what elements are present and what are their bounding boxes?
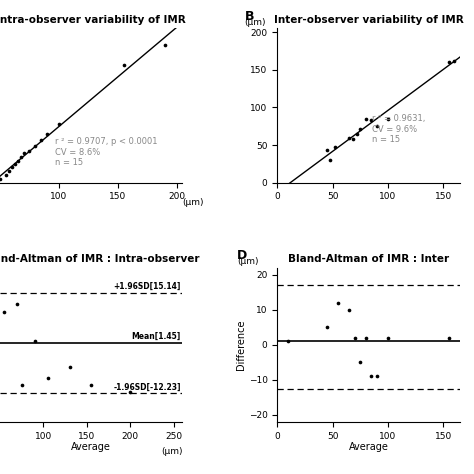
Point (323, 323, 331, 331)
Point (11, 160, 19, 168)
Title: Inter-observer variability of IMR: Inter-observer variability of IMR (273, 15, 464, 25)
Point (445, 58, 453, 66)
Point (87, 382, 95, 389)
Point (44, 374, 52, 382)
Point (351, 334, 358, 341)
Text: D: D (237, 249, 247, 262)
Point (362, 115, 370, 123)
Point (55, 120, 63, 128)
Point (14, 157, 21, 164)
Point (8, 164, 16, 171)
Point (334, 299, 342, 306)
Point (37, 136, 45, 144)
Title: Bland-Altman of IMR : Inter: Bland-Altman of IMR : Inter (288, 254, 449, 264)
Point (450, 57, 458, 64)
Point (373, 122, 381, 130)
Point (284, 337, 292, 345)
Text: r ² = 0.9631,
CV = 9.6%
n = 15: r ² = 0.9631, CV = 9.6% n = 15 (372, 114, 426, 144)
Point (32, 143, 39, 150)
Point (356, 358, 364, 366)
Text: -1.96SD[-12.23]: -1.96SD[-12.23] (113, 383, 181, 392)
X-axis label: Average: Average (348, 442, 389, 452)
Point (356, 125, 364, 132)
Point (18, 382, 26, 389)
Point (349, 135, 356, 143)
Point (362, 334, 370, 341)
Point (0, 308, 8, 316)
Point (367, 117, 375, 124)
Point (346, 306, 353, 313)
Point (6, 167, 13, 174)
Point (120, 61, 128, 69)
Point (161, 41, 169, 49)
Point (445, 334, 453, 341)
X-axis label: Average: Average (71, 442, 111, 452)
Title: Bland-Altman of IMR : Intra-observer: Bland-Altman of IMR : Intra-observer (0, 254, 200, 264)
Point (353, 130, 361, 137)
Text: (μm): (μm) (237, 257, 259, 266)
Text: (μm): (μm) (245, 18, 266, 27)
Point (373, 373, 381, 380)
Title: Intra-observer variability of IMR: Intra-observer variability of IMR (0, 15, 186, 25)
Text: (μm): (μm) (182, 198, 204, 207)
Text: Mean[1.45]: Mean[1.45] (131, 332, 181, 341)
Point (367, 373, 375, 380)
Point (346, 134, 353, 141)
Y-axis label: Difference: Difference (236, 319, 246, 370)
Point (18, 154, 25, 161)
Point (20, 149, 27, 157)
Point (14, 301, 21, 308)
Text: r ² = 0.9707, p < 0.0001
CV = 8.6%
n = 15: r ² = 0.9707, p < 0.0001 CV = 8.6% n = 1… (55, 137, 157, 167)
Text: B: B (245, 10, 254, 23)
Point (43, 130, 51, 138)
Point (0, 176, 4, 183)
Point (66, 363, 73, 371)
Point (2, 171, 9, 179)
Point (323, 146, 331, 154)
Point (31, 337, 38, 345)
Point (327, 156, 334, 164)
Point (384, 334, 392, 341)
Text: +1.96SD[15.14]: +1.96SD[15.14] (113, 282, 181, 291)
Point (331, 144, 338, 151)
Point (384, 115, 392, 123)
Point (127, 389, 134, 396)
Point (26, 147, 33, 155)
Text: (μm): (μm) (161, 447, 182, 456)
